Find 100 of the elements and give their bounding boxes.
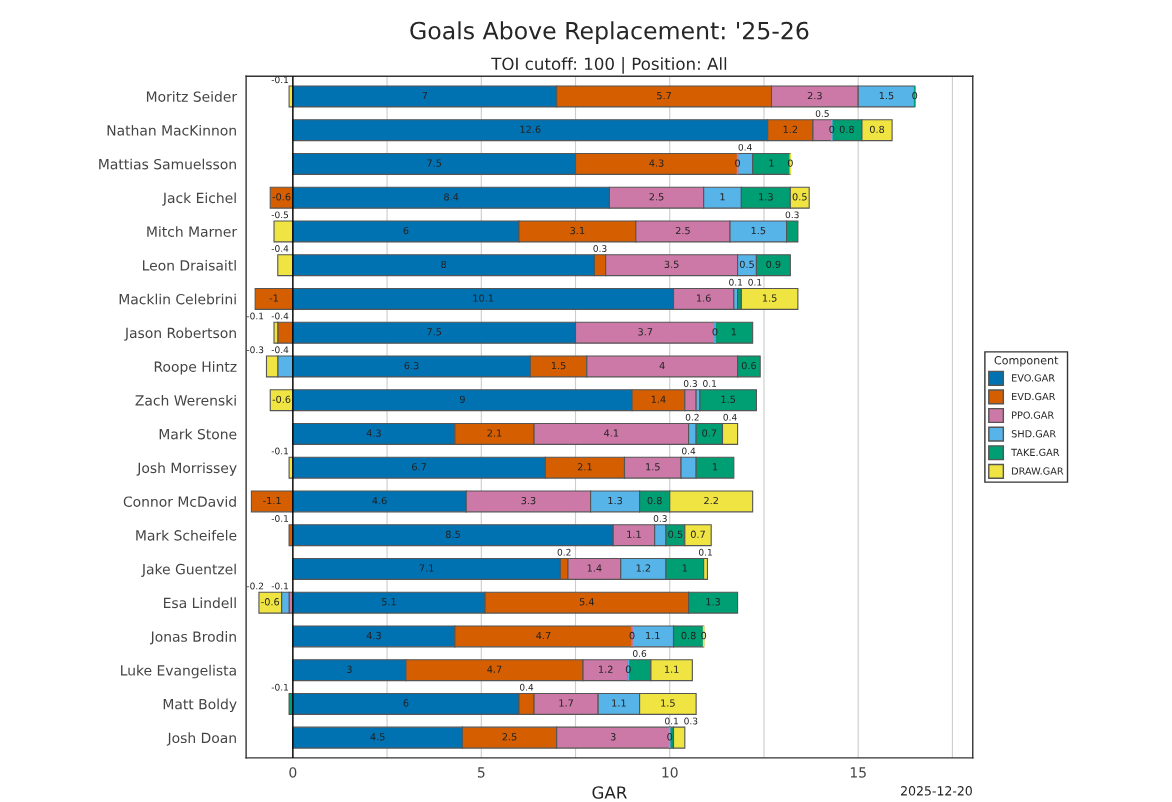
- data-label: 0.3: [653, 515, 667, 522]
- data-label: -0.1: [271, 683, 289, 691]
- data-label: 0.3: [593, 245, 607, 252]
- data-label: 1.1: [646, 631, 660, 640]
- x-axis-title: GAR: [592, 786, 627, 799]
- y-tick-label: Jake Guentzel: [141, 563, 236, 577]
- y-tick-label: Roope Hintz: [154, 361, 237, 375]
- x-tick-label: 5: [477, 767, 485, 778]
- data-label: 1.3: [608, 496, 623, 505]
- data-label: 0.9: [766, 260, 781, 268]
- y-tick-label: Josh Doan: [166, 732, 236, 746]
- legend-label: PPO.GAR: [1012, 411, 1054, 419]
- data-label: 1.5: [551, 362, 566, 370]
- data-label: 4.1: [604, 429, 619, 437]
- data-label: 2.5: [649, 193, 664, 201]
- data-label: 0: [735, 159, 741, 167]
- data-label: 4.3: [366, 631, 381, 640]
- data-label: 0.1: [748, 278, 762, 286]
- data-label: 1.2: [636, 564, 651, 572]
- y-tick-label: Zach Werenski: [135, 394, 236, 406]
- data-label: 6.3: [404, 361, 419, 370]
- data-label: -0.6: [272, 193, 291, 201]
- data-label: 0: [712, 328, 718, 336]
- text: 2025-12-20: [901, 786, 972, 796]
- y-tick-label: Mattias Samuelsson: [99, 158, 236, 170]
- data-label: 0.4: [738, 143, 752, 151]
- data-label: 7.5: [427, 328, 442, 336]
- data-label: 0: [912, 91, 918, 100]
- data-label: 0.1: [665, 717, 678, 725]
- chart-title: Goals Above Replacement: '25-26: [410, 21, 809, 45]
- data-label: 0.8: [839, 125, 854, 134]
- x-tick-label: 15: [850, 767, 866, 778]
- data-label: 8.4: [444, 193, 459, 201]
- data-label: 2.1: [577, 463, 592, 471]
- data-label: -1: [269, 294, 278, 302]
- data-label: 2.5: [502, 733, 517, 741]
- data-label: 4.3: [366, 429, 381, 437]
- data-label: 3.7: [638, 328, 653, 336]
- data-label: 4.5: [370, 733, 385, 741]
- chart-subtitle: TOI cutoff: 100 | Position: All: [491, 57, 727, 74]
- data-label: 0.5: [739, 260, 754, 268]
- data-label: 1.1: [664, 665, 679, 673]
- y-tick-label: Moritz Seider: [146, 91, 238, 102]
- data-label: -0.6: [272, 395, 291, 403]
- legend-label: TAKE.GAR: [1011, 448, 1060, 457]
- data-label: 0.6: [633, 650, 647, 657]
- data-label: 0: [629, 631, 635, 640]
- data-label: 5.4: [579, 598, 595, 606]
- data-label: 1.5: [721, 395, 736, 403]
- data-label: -0.2: [246, 582, 264, 590]
- data-label: 1.2: [783, 125, 798, 133]
- data-label: -0.4: [271, 346, 289, 354]
- data-label: -0.5: [271, 211, 289, 219]
- data-label: 0.2: [557, 548, 571, 556]
- data-label: -0.4: [271, 245, 289, 252]
- y-tick-label: Jason Robertson: [124, 327, 236, 341]
- data-label: 1: [682, 564, 688, 572]
- data-label: 0.7: [690, 530, 705, 538]
- data-label: 8.5: [445, 530, 460, 538]
- data-label: 2.3: [807, 91, 822, 100]
- legend-label: DRAW.GAR: [1012, 467, 1064, 475]
- data-label: 0.5: [792, 193, 807, 201]
- legend-title: Component: [994, 356, 1059, 367]
- y-tick-label: Esa Lindell: [164, 597, 236, 609]
- y-tick-label: Matt Boldy: [163, 698, 237, 713]
- data-label: 1: [712, 463, 718, 471]
- y-tick-label: Mark Scheifele: [136, 529, 237, 541]
- data-label: 3: [347, 665, 352, 673]
- data-label: -0.1: [246, 312, 264, 320]
- data-label: 10.1: [473, 294, 494, 302]
- data-label: 4.7: [536, 631, 551, 640]
- y-tick-label: Macklin Celebrini: [119, 293, 236, 305]
- legend-label: SHD.GAR: [1011, 430, 1056, 438]
- data-label: 0: [667, 733, 673, 741]
- data-label: 1.6: [697, 294, 711, 302]
- data-label: 0.4: [519, 683, 534, 691]
- y-tick-label: Josh Morrissey: [136, 462, 237, 476]
- data-label: 1.7: [559, 699, 573, 707]
- data-label: 1.3: [759, 193, 773, 201]
- data-label: 1.5: [879, 92, 894, 100]
- data-label: 1: [720, 193, 725, 201]
- data-label: 8: [441, 260, 447, 268]
- y-tick-label: Connor McDavid: [123, 496, 236, 507]
- data-label: 0.2: [685, 413, 699, 421]
- data-label: 0.6: [741, 361, 757, 370]
- data-label: 4.3: [649, 159, 664, 167]
- data-label: 1.5: [762, 294, 777, 302]
- x-tick-label: 0: [289, 767, 297, 778]
- y-tick-label: Jack Eichel: [162, 192, 236, 206]
- y-tick-label: Jonas Brodin: [149, 631, 236, 645]
- data-label: 7.5: [427, 159, 442, 167]
- data-label: 2.5: [675, 226, 690, 235]
- data-label: 0.3: [684, 717, 698, 725]
- data-label: 0.5: [668, 530, 683, 538]
- data-label: -0.1: [271, 582, 289, 590]
- data-label: 7: [422, 92, 428, 100]
- data-label: -0.1: [271, 447, 289, 455]
- data-label: 0.8: [681, 631, 696, 640]
- data-label: 1.5: [661, 699, 675, 707]
- data-label: 6: [403, 226, 409, 235]
